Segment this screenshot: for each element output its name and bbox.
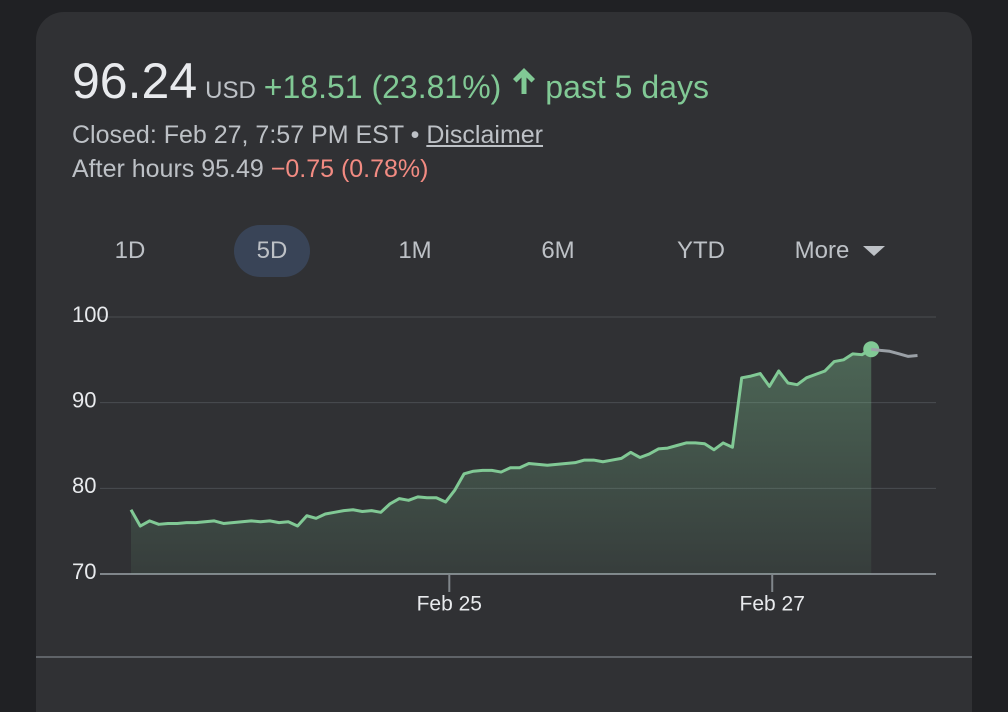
after-hours-line: [871, 347, 918, 358]
dropdown-caret: [863, 246, 886, 256]
separator-dot: •: [410, 121, 420, 149]
up-arrow: [513, 68, 536, 94]
tab-label: More: [794, 237, 850, 264]
separator: [36, 656, 972, 658]
tab-label: 1M: [398, 237, 432, 264]
price-line: [129, 347, 872, 528]
tab-label: 6M: [541, 237, 575, 264]
range-tab[interactable]: 1M: [377, 225, 453, 277]
y-tick-label: 80: [72, 473, 96, 498]
x-tick-label: Feb 27: [740, 593, 805, 616]
after-hours: After hours 95.49: [72, 155, 264, 183]
currency: USD: [205, 77, 256, 104]
y-tick-label: 100: [72, 302, 109, 327]
range-tab[interactable]: 6M: [520, 225, 596, 277]
tab-label: YTD: [677, 237, 725, 264]
y-tick-label: 70: [72, 559, 96, 584]
price: 96.24: [72, 53, 198, 109]
tab-label: 1D: [114, 237, 146, 264]
change: +18.51 (23.81%): [263, 69, 502, 105]
status-row: Closed: Feb 27, 7:57 PM EST • Disclaimer: [72, 121, 543, 150]
tab-label: 5D: [256, 237, 288, 264]
chart: 70 80 90 100 Feb 25 Feb 27: [72, 302, 936, 616]
after-hours-change: −0.75 (0.78%): [270, 155, 429, 183]
after-hours-row: After hours 95.49 −0.75 (0.78%): [72, 155, 429, 184]
disclaimer-link[interactable]: Disclaimer: [426, 121, 544, 149]
range-tab[interactable]: 1D: [92, 225, 168, 277]
page: 96.24 USD +18.51 (23.81%) past 5 days Cl…: [36, 12, 972, 712]
quote-header: 96.24 USD +18.51 (23.81%) past 5 days: [72, 52, 709, 110]
x-tick-label: Feb 25: [417, 593, 482, 616]
y-tick-label: 90: [72, 387, 96, 412]
range-tab[interactable]: 5D: [234, 225, 310, 277]
status: Closed: Feb 27, 7:57 PM EST: [72, 121, 404, 149]
range-tab[interactable]: YTD: [663, 225, 739, 277]
period: past 5 days: [545, 69, 709, 105]
area: [131, 349, 872, 574]
range-tab[interactable]: More: [780, 225, 900, 277]
card: [36, 12, 972, 712]
